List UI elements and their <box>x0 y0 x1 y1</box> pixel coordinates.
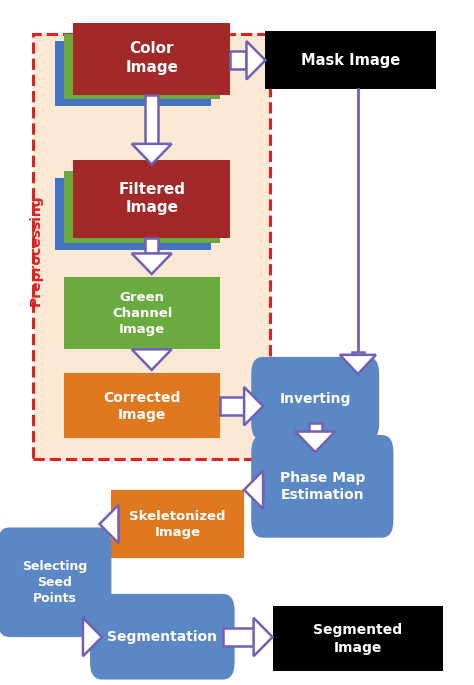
FancyBboxPatch shape <box>145 238 158 253</box>
Polygon shape <box>340 355 376 374</box>
Polygon shape <box>254 618 273 656</box>
FancyBboxPatch shape <box>223 628 254 646</box>
FancyBboxPatch shape <box>64 171 220 243</box>
FancyBboxPatch shape <box>55 178 211 250</box>
Polygon shape <box>83 618 102 656</box>
FancyBboxPatch shape <box>251 357 379 440</box>
FancyBboxPatch shape <box>309 423 322 432</box>
Text: Mask Image: Mask Image <box>301 53 401 68</box>
Text: Selecting
Seed
Points: Selecting Seed Points <box>22 560 87 605</box>
Polygon shape <box>132 253 172 274</box>
FancyBboxPatch shape <box>265 31 436 89</box>
FancyBboxPatch shape <box>230 51 246 69</box>
Polygon shape <box>295 432 335 452</box>
FancyBboxPatch shape <box>90 594 235 680</box>
Text: Color
Image: Color Image <box>125 41 178 75</box>
Text: Skeletonized
Image: Skeletonized Image <box>129 510 226 538</box>
Polygon shape <box>244 471 263 509</box>
Text: Filtered
Image: Filtered Image <box>118 182 185 216</box>
FancyBboxPatch shape <box>0 527 111 637</box>
FancyBboxPatch shape <box>64 34 220 99</box>
FancyBboxPatch shape <box>73 23 230 95</box>
Polygon shape <box>132 144 172 164</box>
Text: Preprocessing: Preprocessing <box>28 195 43 306</box>
Polygon shape <box>100 505 118 543</box>
Text: Inverting: Inverting <box>280 392 351 406</box>
FancyBboxPatch shape <box>352 352 364 355</box>
FancyBboxPatch shape <box>73 160 230 238</box>
Polygon shape <box>246 41 265 79</box>
Text: Green
Channel
Image: Green Channel Image <box>112 290 173 336</box>
FancyBboxPatch shape <box>55 41 211 106</box>
Text: Corrected
Image: Corrected Image <box>103 390 181 422</box>
Polygon shape <box>132 349 172 370</box>
FancyBboxPatch shape <box>33 34 270 459</box>
Text: Segmented
Image: Segmented Image <box>313 623 402 655</box>
FancyBboxPatch shape <box>273 606 443 671</box>
FancyBboxPatch shape <box>64 373 220 438</box>
Polygon shape <box>244 387 263 425</box>
Text: Phase Map
Estimation: Phase Map Estimation <box>280 471 365 502</box>
FancyBboxPatch shape <box>64 277 220 349</box>
Text: Segmentation: Segmentation <box>107 630 217 644</box>
FancyBboxPatch shape <box>251 435 393 538</box>
FancyBboxPatch shape <box>220 397 244 415</box>
FancyBboxPatch shape <box>111 490 244 558</box>
FancyBboxPatch shape <box>145 95 158 144</box>
